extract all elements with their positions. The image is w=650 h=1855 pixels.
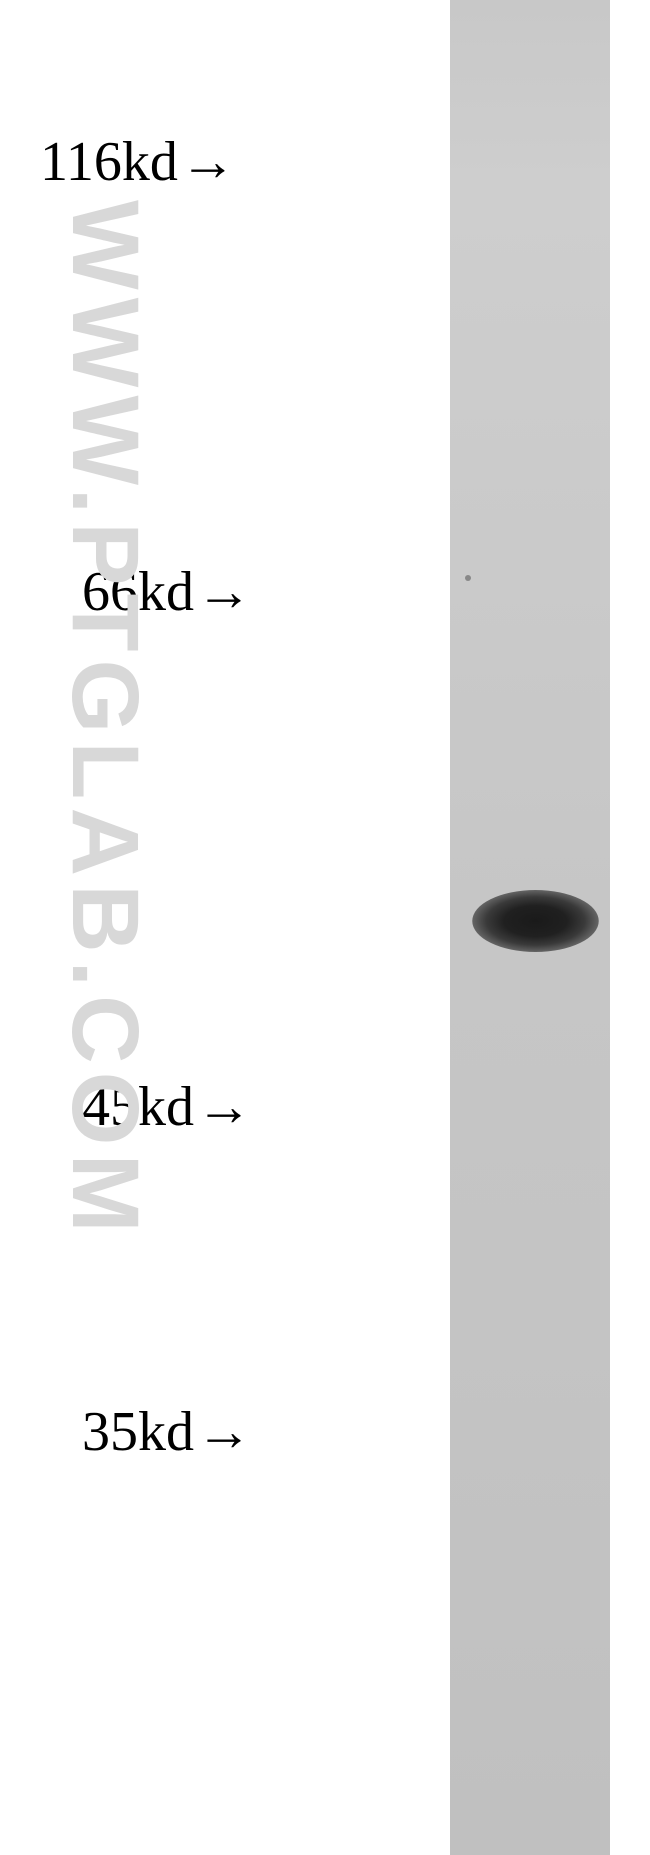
blot-container: WWW.PTGLAB.COM 116kd→ 66kd→ 45kd→ 35kd→ — [0, 0, 650, 1855]
marker-35kd: 35kd→ — [82, 1400, 252, 1464]
arrow-icon: → — [196, 1400, 252, 1464]
marker-116kd: 116kd→ — [40, 130, 236, 194]
marker-label: 35kd — [82, 1400, 194, 1464]
arrow-icon: → — [196, 560, 252, 624]
noise-spot — [465, 575, 471, 581]
arrow-icon: → — [196, 1075, 252, 1139]
arrow-icon: → — [180, 130, 236, 194]
protein-band — [472, 890, 599, 952]
watermark-text: WWW.PTGLAB.COM — [50, 200, 159, 1241]
marker-label: 116kd — [40, 130, 178, 194]
